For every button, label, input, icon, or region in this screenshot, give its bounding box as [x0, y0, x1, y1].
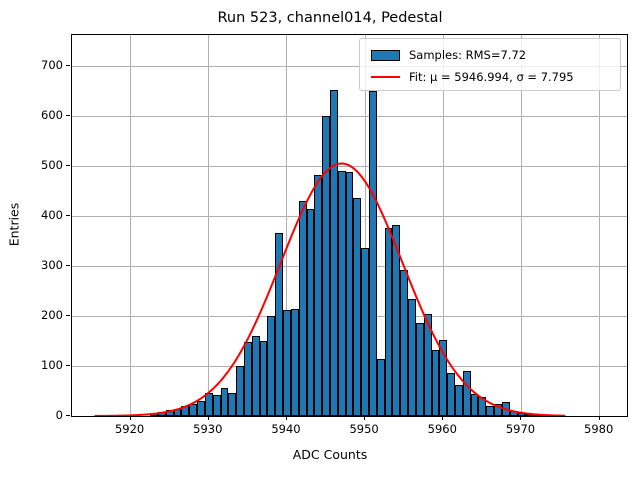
x-tick-mark [207, 416, 209, 420]
x-tick-mark [285, 416, 287, 420]
histogram-bar [314, 174, 323, 416]
histogram-bar [243, 342, 252, 416]
y-tick-mark [66, 65, 70, 66]
histogram-bar [236, 366, 244, 416]
histogram-bar [275, 233, 284, 416]
legend-item-samples: Samples: RMS=7.72 [371, 44, 612, 66]
histogram-bar [415, 322, 424, 416]
histogram-bar [376, 358, 385, 416]
samples-swatch-icon [371, 49, 400, 61]
histogram-bar [228, 392, 237, 416]
y-tick-label: 500 [41, 158, 63, 172]
plot-area [71, 34, 628, 417]
histogram-bar [345, 171, 354, 416]
y-tick-mark [66, 365, 70, 366]
histogram-bar [298, 201, 307, 416]
histogram-bar [423, 313, 432, 416]
legend-box: Samples: RMS=7.72 Fit: μ = 5946.994, σ =… [359, 38, 621, 91]
x-gridline [599, 35, 601, 416]
histogram-bar [462, 371, 471, 416]
histogram-bar [337, 170, 346, 416]
x-gridline [130, 35, 132, 416]
histogram-bar [267, 316, 276, 416]
histogram-bar [486, 406, 495, 416]
y-tick-label: 400 [41, 208, 63, 222]
y-tick-label: 200 [41, 308, 63, 322]
y-tick-mark [66, 165, 70, 166]
y-tick-label: 600 [41, 108, 63, 122]
y-tick-mark [66, 265, 70, 266]
x-tick-mark [598, 416, 600, 420]
y-tick-mark [66, 115, 70, 116]
x-tick-label: 5950 [349, 422, 379, 436]
y-tick-mark [66, 415, 70, 416]
histogram-bar [306, 208, 315, 416]
histogram-bar [220, 387, 229, 416]
histogram-bar [447, 372, 456, 416]
fit-line-swatch-icon [371, 76, 400, 78]
histogram-bar [197, 400, 205, 416]
x-gridline [286, 35, 288, 416]
x-tick-label: 5980 [584, 422, 614, 436]
x-gridline [442, 35, 444, 416]
x-tick-label: 5960 [427, 422, 457, 436]
histogram-bar [259, 341, 268, 416]
y-tick-label: 700 [41, 58, 63, 72]
legend-item-fit: Fit: μ = 5946.994, σ = 7.795 [371, 66, 612, 88]
histogram-bar [322, 116, 330, 416]
histogram-bar [369, 91, 377, 416]
x-gridline [364, 35, 366, 416]
x-tick-label: 5940 [271, 422, 301, 436]
gaussian-fit-curve [94, 162, 566, 416]
histogram-bar [408, 298, 416, 416]
histogram-bar [361, 247, 370, 416]
y-gridline [72, 115, 627, 117]
y-tick-mark [66, 315, 70, 316]
x-tick-mark [520, 416, 522, 420]
histogram-bar [283, 309, 291, 416]
x-gridline [520, 35, 522, 416]
y-tick-mark [66, 215, 70, 216]
histogram-bar [392, 224, 401, 416]
x-tick-label: 5920 [114, 422, 145, 436]
histogram-bar [455, 384, 463, 416]
legend-samples-label: Samples: RMS=7.72 [409, 48, 527, 62]
histogram-bar [439, 340, 448, 416]
y-tick-label: 300 [41, 258, 63, 272]
histogram-bar [353, 198, 362, 416]
y-axis-label: Entries [6, 202, 22, 247]
histogram-bar [290, 308, 299, 416]
legend-fit-label: Fit: μ = 5946.994, σ = 7.795 [409, 70, 574, 84]
histogram-bar [189, 404, 198, 416]
histogram-bar [431, 349, 440, 416]
histogram-bar [329, 89, 338, 416]
x-tick-mark [364, 416, 366, 420]
x-gridline [208, 35, 210, 416]
histogram-bar [400, 270, 409, 416]
y-tick-label: 0 [55, 408, 63, 422]
y-gridline [72, 65, 627, 67]
histogram-bar [494, 403, 502, 416]
x-tick-label: 5930 [193, 422, 223, 436]
x-tick-label: 5970 [505, 422, 536, 436]
histogram-bar [212, 394, 221, 416]
x-tick-mark [129, 416, 131, 420]
x-axis-label: ADC Counts [292, 447, 368, 462]
x-tick-mark [442, 416, 444, 420]
y-tick-label: 100 [41, 358, 63, 372]
chart-title: Run 523, channel014, Pedestal [217, 10, 443, 26]
histogram-bar [251, 336, 260, 416]
histogram-bar [470, 393, 479, 416]
